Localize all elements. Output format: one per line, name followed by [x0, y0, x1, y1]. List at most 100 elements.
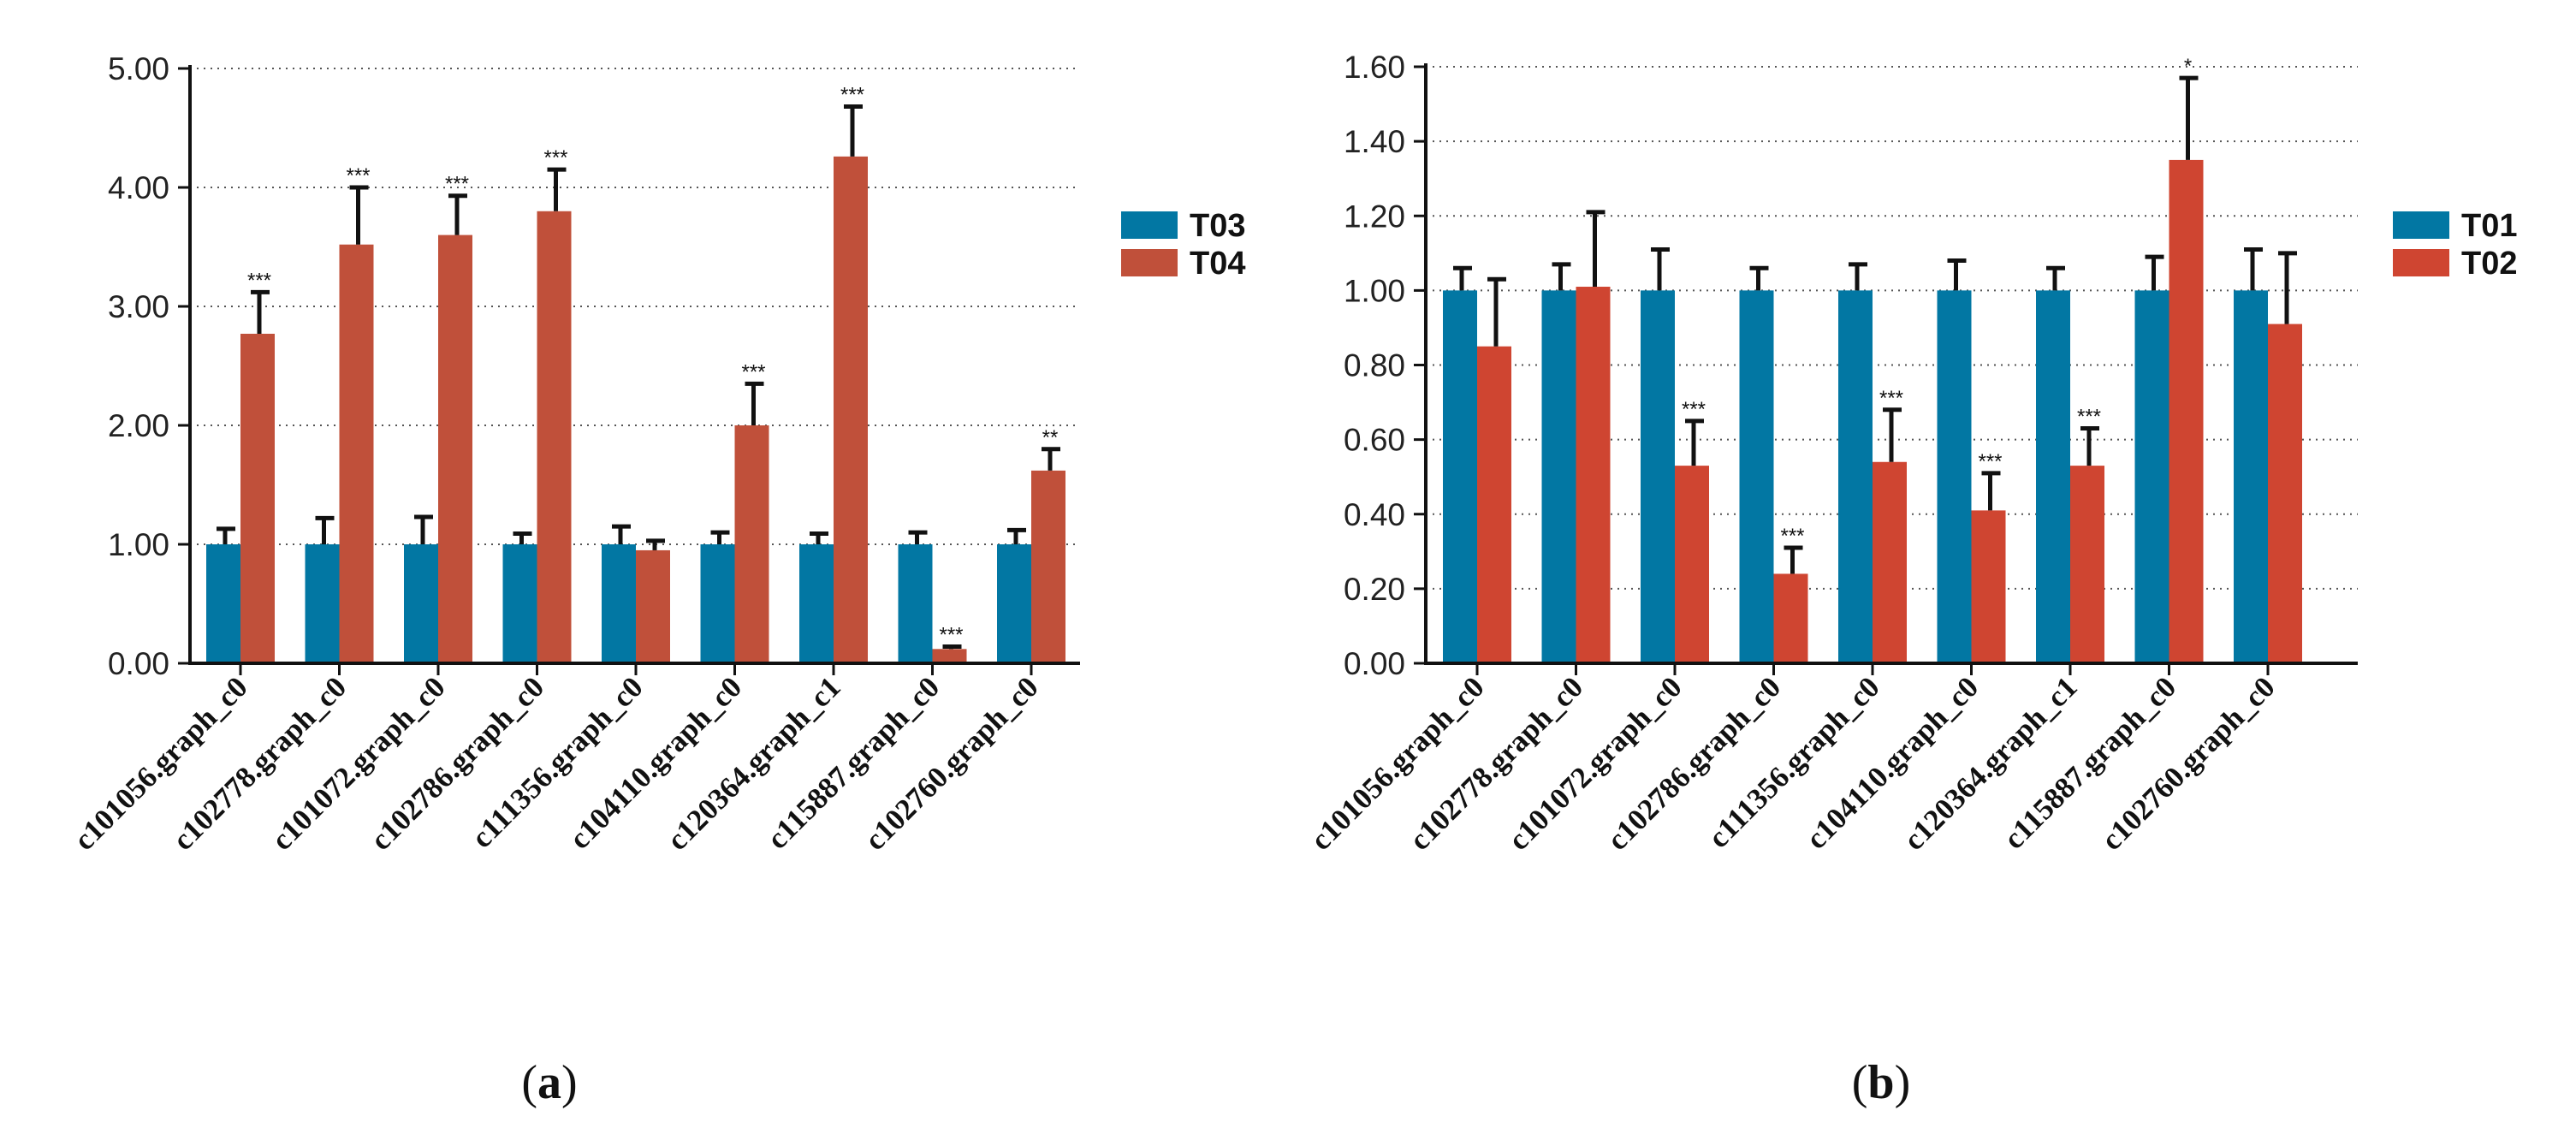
bar-t04	[438, 235, 472, 663]
bar-t02	[1675, 466, 1709, 663]
panel-caption-part: (	[1852, 1056, 1868, 1109]
legend-swatch-t03	[1121, 211, 1178, 239]
bar-t01	[1641, 290, 1675, 663]
bar-t03	[700, 544, 735, 663]
significance-marker: ***	[840, 83, 864, 106]
significance-marker: ***	[346, 164, 370, 187]
legend-label-t03: T03	[1190, 208, 1245, 244]
bar-t03	[206, 544, 240, 663]
x-tick-label: c120364.graph_c1	[661, 670, 847, 857]
bar-t01	[1739, 290, 1774, 663]
bar-t03	[305, 544, 340, 663]
panel-caption-part: b	[1867, 1056, 1894, 1109]
significance-marker: ***	[1978, 450, 2002, 473]
y-tick-label: 4.00	[108, 170, 169, 205]
panel-caption-part: )	[1895, 1056, 1911, 1109]
significance-marker: ***	[2077, 406, 2101, 429]
panel-caption-part: )	[561, 1056, 578, 1109]
legend-label-t01: T01	[2461, 208, 2517, 244]
bar-t03	[404, 544, 438, 663]
x-tick-label: c111356.graph_c0	[465, 670, 649, 854]
panel-b-chart: 0.00 0.20 0.40 0.60 0.80 1.00 1.20 1.40 1.60 c101…	[1304, 50, 2518, 1109]
y-tick-label: 0.60	[1344, 423, 1405, 458]
bar-t02	[1971, 510, 2006, 663]
x-tick-label: c101056.graph_c0	[68, 670, 254, 857]
bar-t02	[2070, 466, 2104, 663]
significance-marker: *	[2184, 55, 2192, 78]
significance-marker: ***	[741, 360, 765, 383]
bar-t03	[898, 544, 933, 663]
panel-caption-part: (	[521, 1056, 537, 1109]
panel-caption-part: a	[537, 1056, 561, 1109]
bar-t04	[636, 549, 670, 663]
significance-marker: ***	[445, 173, 469, 196]
bar-t01	[2134, 290, 2169, 663]
x-tick-label: c102760.graph_c0	[2095, 670, 2282, 857]
panel-a-chart: 0.00 1.00 2.00 3.00 4.00 5.00 *** c101056.graph…	[68, 51, 1246, 1109]
y-tick-label: 1.20	[1344, 199, 1405, 234]
bar-t02	[1477, 346, 1511, 663]
bar-t04	[537, 211, 572, 664]
y-tick-label: 1.60	[1344, 50, 1405, 85]
bar-t03	[502, 544, 537, 663]
bar-t04	[1031, 470, 1065, 663]
x-tick-label: c102786.graph_c0	[1600, 670, 1787, 857]
bar-t04	[834, 156, 868, 664]
x-tick-label: c115887.graph_c0	[761, 670, 947, 856]
legend-swatch-t01	[2393, 211, 2449, 239]
x-tick-label: c115887.graph_c0	[1997, 670, 2183, 856]
y-tick-label: 0.00	[1344, 646, 1405, 681]
x-tick-label: c101056.graph_c0	[1304, 670, 1491, 857]
legend-swatch-t02	[2393, 249, 2449, 276]
x-tick-label: c111356.graph_c0	[1701, 670, 1885, 854]
bar-t02	[1873, 461, 1907, 663]
significance-marker: ***	[247, 269, 271, 292]
x-tick-label: c102778.graph_c0	[166, 670, 353, 857]
bar-t04	[932, 649, 967, 663]
bar-t04	[339, 244, 374, 663]
legend-label-t04: T04	[1190, 246, 1245, 282]
significance-marker: **	[1042, 426, 1059, 449]
x-tick-label: c101072.graph_c0	[1502, 670, 1689, 857]
panel-caption: (a)	[521, 1056, 577, 1109]
bar-t02	[1576, 287, 1611, 663]
bar-t01	[2036, 290, 2070, 663]
y-tick-label: 1.00	[108, 527, 169, 562]
bar-t01	[2234, 290, 2268, 663]
bar-t04	[240, 333, 275, 663]
significance-marker: ***	[543, 146, 567, 169]
significance-marker: ***	[1879, 387, 1903, 410]
bar-t03	[799, 544, 834, 663]
bar-t01	[1838, 290, 1873, 663]
y-tick-label: 1.00	[1344, 273, 1405, 308]
y-tick-label: 5.00	[108, 51, 169, 86]
bar-t03	[997, 544, 1031, 663]
y-tick-label: 1.40	[1344, 124, 1405, 159]
significance-marker: ***	[1682, 398, 1706, 421]
bar-t01	[1443, 290, 1477, 663]
bar-t02	[2169, 159, 2204, 663]
y-tick-label: 0.40	[1344, 497, 1405, 532]
legend-swatch-t04	[1121, 249, 1178, 276]
panel-caption: (b)	[1852, 1056, 1910, 1109]
y-tick-label: 2.00	[108, 408, 169, 443]
y-tick-label: 3.00	[108, 289, 169, 324]
significance-marker: ***	[1780, 525, 1804, 548]
x-tick-label: c104110.graph_c0	[563, 670, 749, 856]
bar-t01	[1541, 290, 1576, 663]
x-tick-label: c102786.graph_c0	[364, 670, 550, 857]
bar-t01	[1937, 290, 1972, 663]
legend-label-t02: T02	[2461, 246, 2517, 282]
bar-t02	[1773, 573, 1808, 663]
y-tick-label: 0.20	[1344, 572, 1405, 607]
x-tick-label: c102778.graph_c0	[1403, 670, 1589, 857]
y-tick-label: 0.00	[108, 646, 169, 681]
significance-marker: ***	[939, 624, 963, 647]
bar-t04	[734, 425, 769, 663]
y-tick-label: 0.80	[1344, 348, 1405, 383]
x-tick-label: c102760.graph_c0	[858, 670, 1045, 857]
x-tick-label: c101072.graph_c0	[265, 670, 452, 857]
bar-t02	[2268, 324, 2302, 663]
x-tick-label: c120364.graph_c1	[1897, 670, 2084, 857]
